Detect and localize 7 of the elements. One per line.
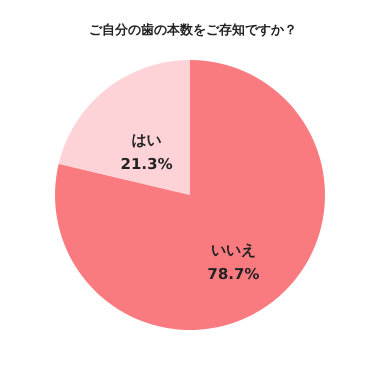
data-label: 21.3%	[120, 155, 173, 174]
slice-label: いいえ	[210, 240, 256, 259]
data-label: 78.7%	[207, 264, 260, 283]
pie-slice	[55, 60, 325, 330]
slice-label: はい	[132, 131, 162, 150]
pie-slice	[58, 60, 190, 195]
chart-title: ご自分の歯の本数をご存知ですか？	[89, 23, 297, 38]
